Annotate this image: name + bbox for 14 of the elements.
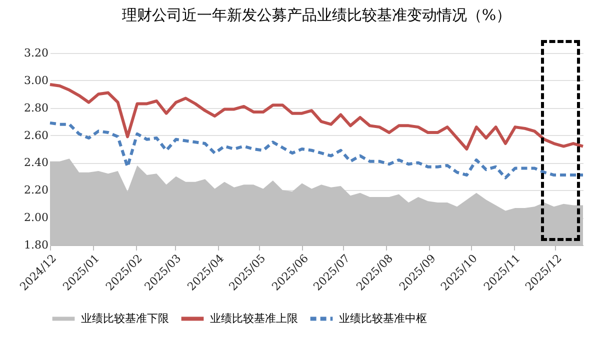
y-tick-label: 3.00 (24, 74, 48, 87)
y-tick-label: 3.20 (24, 46, 48, 60)
y-tick-label: 2.40 (24, 156, 48, 170)
legend-label: 业绩比较基准上限 (210, 312, 298, 325)
legend-label: 业绩比较基准下限 (81, 312, 169, 325)
y-tick-label: 1.80 (24, 238, 48, 252)
y-tick-label: 2.00 (24, 211, 48, 224)
y-tick-label: 2.60 (24, 128, 48, 142)
chart-title: 理财公司近一年新发公募产品业绩比较基准变动情况（%） (122, 6, 512, 24)
line-series (48, 121, 584, 180)
y-tick-label: 2.80 (24, 101, 48, 114)
line-series (48, 83, 584, 150)
y-tick-label: 2.20 (24, 184, 48, 197)
legend-label: 业绩比较基准中枢 (339, 312, 427, 325)
